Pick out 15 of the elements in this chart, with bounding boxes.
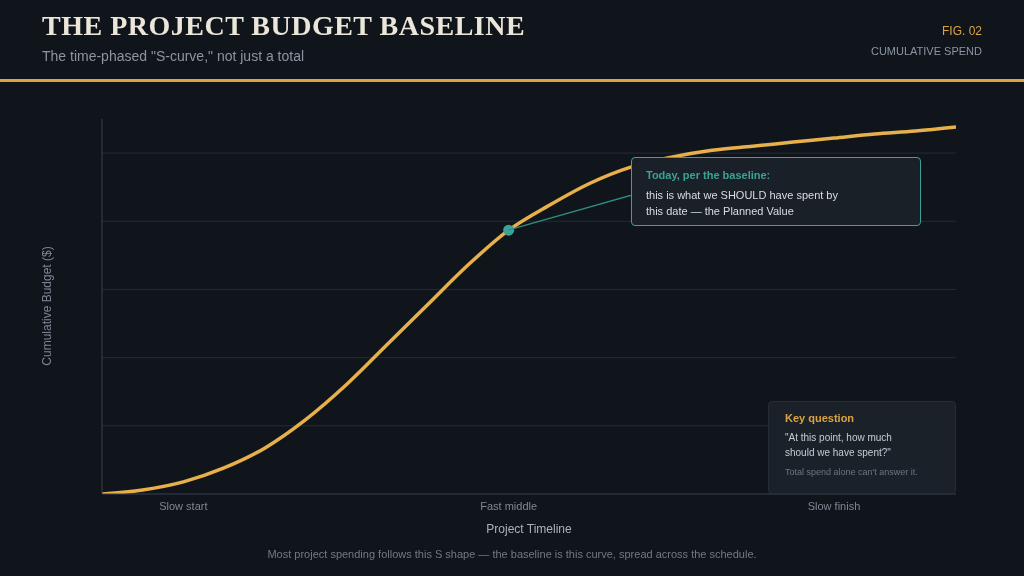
chart-subtitle: The time-phased "S-curve," not just a total [42, 48, 305, 64]
annotation: this is what we SHOULD have spent by this date — the Planned Value [646, 188, 839, 219]
chart-title: THE PROJECT BUDGET BASELINE [42, 10, 526, 42]
text: CUMULATIVE SPEND [870, 45, 982, 57]
annotation: Total spend alone can't answer it. [785, 467, 919, 477]
caption: FIG. 02 [941, 24, 982, 38]
y-axis-title: Cumulative Budget ($) [40, 246, 54, 366]
x-tick-label: Slow start [159, 499, 208, 512]
x-tick-label: Fast middle [480, 499, 538, 512]
annotation: Key question [785, 412, 856, 424]
x-axis-title: Project Timeline [485, 522, 573, 536]
x-tick-label: Slow finish [807, 499, 861, 512]
annotation: "At this point, how much should we have spent?" [785, 431, 893, 460]
annotation: Today, per the baseline: [646, 169, 772, 181]
text: Most project spending follows this S shape — the baseline is this curve, spread across the schedule. [266, 548, 758, 560]
